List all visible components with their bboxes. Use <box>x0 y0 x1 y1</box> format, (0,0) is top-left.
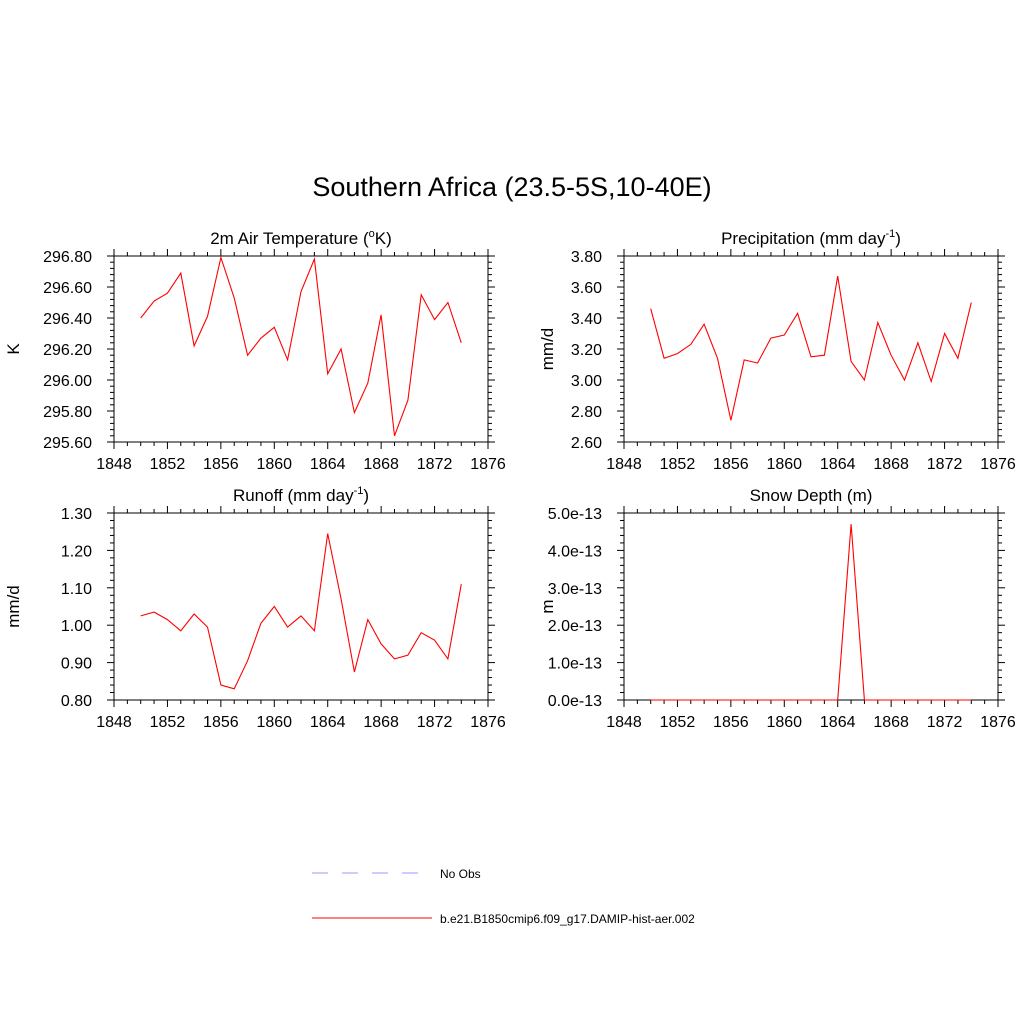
y-tick-label: 1.10 <box>61 581 92 598</box>
y-tick-label: 296.60 <box>43 280 92 297</box>
y-tick-label: 3.00 <box>571 373 602 390</box>
x-tick-label: 1868 <box>363 456 399 473</box>
series-line <box>140 255 462 436</box>
x-tick-label: 1852 <box>150 456 186 473</box>
series-line <box>650 524 972 701</box>
plot-frame <box>623 512 999 701</box>
y-tick-label: 296.00 <box>43 373 92 390</box>
y-tick-label: 2.0e-13 <box>548 618 602 635</box>
x-tick-label: 1860 <box>766 714 802 731</box>
x-tick-label: 1856 <box>203 714 239 731</box>
y-tick-label: 0.80 <box>61 693 92 710</box>
figure-title: Southern Africa (23.5-5S,10-40E) <box>312 172 712 202</box>
panel-title-text: Runoff (mm day <box>233 486 354 505</box>
y-tick-label: 2.80 <box>571 404 602 421</box>
y-tick-label: 3.40 <box>571 311 602 328</box>
plot-frame <box>113 255 489 443</box>
panel-title: 2m Air Temperature (oK) <box>210 228 392 248</box>
y-tick-label: 2.60 <box>571 435 602 452</box>
legend: No Obs b.e21.B1850cmip6.f09_g17.DAMIP-his… <box>312 867 695 926</box>
y-tick-label: 3.80 <box>571 249 602 266</box>
x-tick-label: 1852 <box>660 714 696 731</box>
x-tick-label: 1876 <box>470 714 506 731</box>
y-tick-label: 4.0e-13 <box>548 543 602 560</box>
x-tick-label: 1864 <box>310 456 346 473</box>
x-tick-label: 1848 <box>606 714 642 731</box>
legend-label: b.e21.B1850cmip6.f09_g17.DAMIP-hist-aer.… <box>440 912 695 926</box>
panel-title: Precipitation (mm day-1) <box>721 228 901 248</box>
panel-title: Runoff (mm day-1) <box>233 485 369 505</box>
panel-1: 2m Air Temperature (oK) K 1848 1852 1856 1860… <box>4 228 506 473</box>
y-tick-label: 3.20 <box>571 342 602 359</box>
panel-title-tail: K) <box>375 229 392 248</box>
panel-title-superscript: o <box>369 228 375 240</box>
x-tick-label: 1860 <box>256 714 292 731</box>
panel-title-text: 2m Air Temperature ( <box>210 229 369 248</box>
panel-4: Snow Depth (m) m 1848 1852 1856 1860 1864 1868 1… <box>538 486 1016 731</box>
y-axis-label: m <box>538 599 557 613</box>
x-tick-label: 1852 <box>150 714 186 731</box>
x-tick-label: 1852 <box>660 456 696 473</box>
panel-2: Precipitation (mm day-1) mm/d 1848 1852 1856… <box>538 228 1016 473</box>
x-tick-label: 1876 <box>470 456 506 473</box>
x-tick-label: 1856 <box>713 456 749 473</box>
y-tick-label: 1.20 <box>61 543 92 560</box>
panel-title: Snow Depth (m) <box>750 486 873 505</box>
y-tick-label: 295.60 <box>43 435 92 452</box>
y-tick-label: 1.00 <box>61 618 92 635</box>
x-tick-label: 1872 <box>417 714 453 731</box>
x-tick-label: 1868 <box>873 456 909 473</box>
x-tick-label: 1856 <box>713 714 749 731</box>
x-tick-label: 1868 <box>363 714 399 731</box>
x-tick-label: 1868 <box>873 714 909 731</box>
x-tick-label: 1864 <box>820 456 856 473</box>
x-tick-label: 1864 <box>310 714 346 731</box>
x-tick-label: 1856 <box>203 456 239 473</box>
panel-title-tail: ) <box>363 486 369 505</box>
x-tick-label: 1860 <box>766 456 802 473</box>
plot-frame <box>623 255 999 443</box>
y-tick-label: 0.0e-13 <box>548 693 602 710</box>
plot-frame <box>113 512 489 701</box>
y-tick-label: 296.80 <box>43 249 92 266</box>
x-tick-label: 1848 <box>96 714 132 731</box>
x-tick-label: 1872 <box>927 714 963 731</box>
y-tick-label: 5.0e-13 <box>548 506 602 523</box>
series-line <box>650 276 972 421</box>
y-tick-label: 296.20 <box>43 342 92 359</box>
series-line <box>140 533 462 690</box>
y-tick-label: 296.40 <box>43 311 92 328</box>
x-tick-label: 1876 <box>980 714 1016 731</box>
y-tick-label: 0.90 <box>61 656 92 673</box>
y-tick-label: 3.60 <box>571 280 602 297</box>
panel-title-text: Snow Depth (m) <box>750 486 873 505</box>
y-tick-label: 1.30 <box>61 506 92 523</box>
x-tick-label: 1876 <box>980 456 1016 473</box>
x-tick-label: 1848 <box>606 456 642 473</box>
panel-title-superscript: -1 <box>354 485 364 497</box>
x-tick-label: 1872 <box>417 456 453 473</box>
y-tick-label: 3.0e-13 <box>548 581 602 598</box>
x-tick-label: 1864 <box>820 714 856 731</box>
y-axis-label: mm/d <box>4 585 23 628</box>
x-tick-label: 1860 <box>256 456 292 473</box>
y-tick-label: 1.0e-13 <box>548 656 602 673</box>
y-tick-label: 295.80 <box>43 404 92 421</box>
x-tick-label: 1872 <box>927 456 963 473</box>
x-tick-label: 1848 <box>96 456 132 473</box>
legend-label: No Obs <box>440 867 481 881</box>
panel-title-superscript: -1 <box>885 228 895 240</box>
panel-title-tail: ) <box>895 229 901 248</box>
y-axis-label: K <box>4 343 23 355</box>
y-axis-label: mm/d <box>538 328 557 371</box>
panel-3: Runoff (mm day-1) mm/d 1848 1852 1856 1860 186… <box>4 485 506 731</box>
panel-title-text: Precipitation (mm day <box>721 229 886 248</box>
